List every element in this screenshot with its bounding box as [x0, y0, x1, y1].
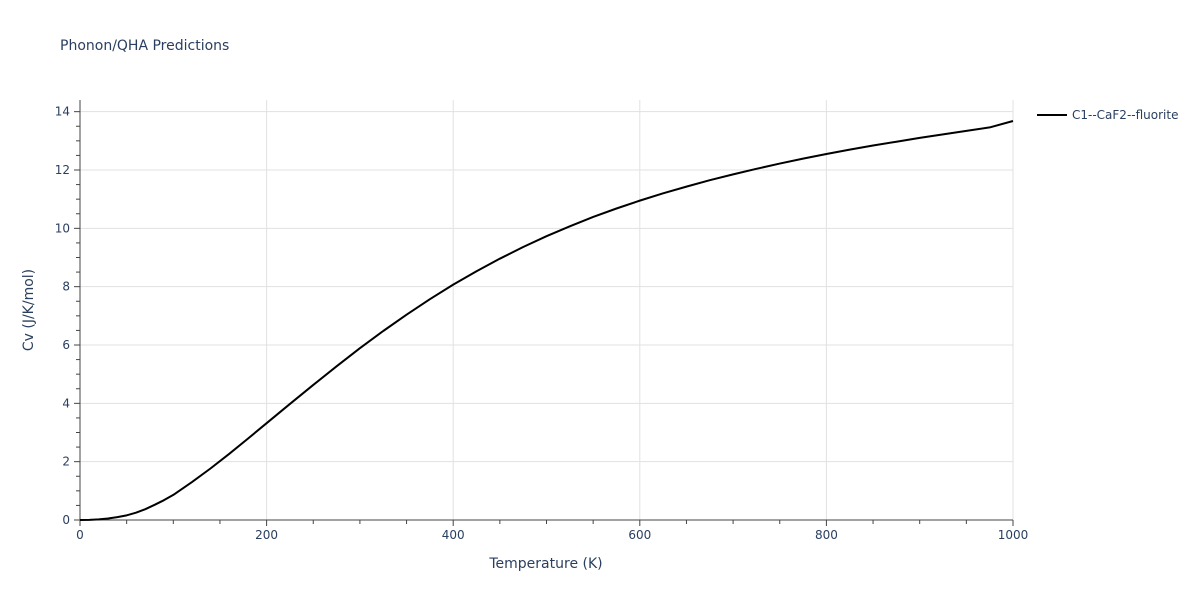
legend-label: C1--CaF2--fluorite: [1072, 108, 1178, 122]
x-tick-label: 0: [76, 528, 84, 542]
y-tick-label: 2: [62, 455, 70, 469]
series-lines: [79, 120, 1014, 521]
legend-item[interactable]: C1--CaF2--fluorite: [1037, 108, 1178, 122]
legend[interactable]: C1--CaF2--fluorite: [1037, 108, 1178, 122]
y-tick-label: 14: [55, 105, 70, 119]
y-tick-label: 8: [62, 280, 70, 294]
x-tick-label: 200: [255, 528, 278, 542]
x-tick-label: 400: [442, 528, 465, 542]
chart-title: Phonon/QHA Predictions: [60, 38, 229, 54]
x-tick-label: 600: [628, 528, 651, 542]
series-line: [79, 120, 1014, 521]
y-tick-label: 10: [55, 221, 70, 235]
x-tick-label: 800: [815, 528, 838, 542]
y-tick-label: 12: [55, 163, 70, 177]
grid: [80, 100, 1014, 520]
x-axis-title: Temperature (K): [488, 556, 602, 572]
y-axis-title: Cv (J/K/mol): [21, 269, 37, 351]
x-tick-label: 1000: [998, 528, 1029, 542]
y-tick-label: 6: [62, 338, 70, 352]
y-tick-label: 4: [62, 396, 70, 410]
tick-labels: 0 200 400 600 800 1000 0 2 4 6 8 10 12 14: [55, 105, 1029, 542]
axes: [74, 100, 1014, 526]
y-tick-label: 0: [62, 513, 70, 527]
